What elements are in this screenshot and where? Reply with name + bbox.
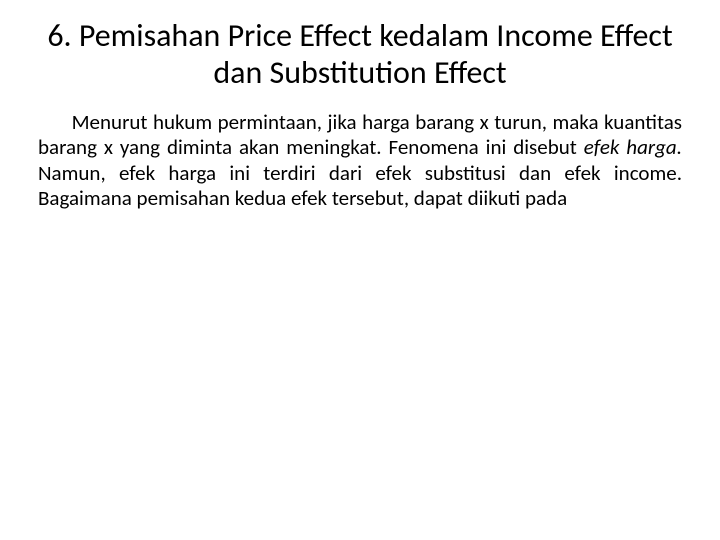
body-segment-1-italic: efek harga. xyxy=(584,134,682,160)
slide-title: 6. Pemisahan Price Effect kedalam Income… xyxy=(38,18,682,92)
slide-body-paragraph: Menurut hukum permintaan, jika harga bar… xyxy=(38,110,682,212)
body-segment-2: Namun, efek harga ini terdiri dari efek … xyxy=(38,160,682,212)
slide: 6. Pemisahan Price Effect kedalam Income… xyxy=(0,0,720,540)
